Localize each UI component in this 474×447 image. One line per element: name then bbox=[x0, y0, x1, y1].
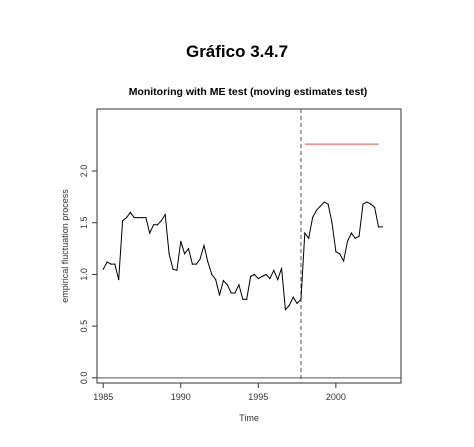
data-point bbox=[184, 253, 186, 255]
data-point bbox=[106, 261, 108, 263]
plot-frame bbox=[96, 108, 402, 384]
y-tick-label: 0.0 bbox=[79, 372, 89, 385]
data-point bbox=[226, 284, 228, 286]
data-point bbox=[129, 211, 131, 213]
x-axis-label: Time bbox=[239, 413, 259, 423]
data-point bbox=[277, 279, 279, 281]
data-point bbox=[374, 206, 376, 208]
data-point bbox=[319, 205, 321, 207]
data-point bbox=[249, 275, 252, 278]
data-point bbox=[230, 292, 232, 294]
data-point bbox=[114, 263, 116, 265]
data-point bbox=[141, 216, 143, 219]
data-point bbox=[300, 298, 302, 300]
x-tick-label: 1985 bbox=[93, 392, 113, 402]
series-points bbox=[102, 201, 383, 311]
data-point bbox=[296, 302, 298, 304]
y-tick-label: 1.0 bbox=[79, 268, 89, 281]
data-point bbox=[160, 220, 162, 222]
data-point bbox=[350, 232, 352, 234]
data-point bbox=[246, 298, 248, 300]
data-point bbox=[308, 237, 310, 239]
data-point bbox=[180, 240, 182, 242]
data-point bbox=[261, 275, 263, 278]
x-axis: 1985 1990 1995 2000 bbox=[93, 383, 346, 402]
data-point bbox=[218, 294, 221, 296]
data-point bbox=[195, 263, 197, 265]
y-tick-label: 2.0 bbox=[79, 165, 89, 178]
data-point bbox=[335, 251, 337, 253]
page-title: Gráfico 3.4.7 bbox=[185, 42, 289, 61]
data-point bbox=[234, 292, 236, 294]
y-tick-label: 0.5 bbox=[79, 320, 89, 333]
x-tick-label: 2000 bbox=[326, 392, 346, 402]
data-point bbox=[242, 298, 244, 300]
y-tick-label: 1.5 bbox=[79, 216, 89, 229]
data-point bbox=[366, 201, 368, 203]
data-point bbox=[311, 216, 314, 219]
series-line bbox=[102, 201, 383, 311]
data-point bbox=[354, 237, 356, 239]
data-point bbox=[253, 273, 256, 276]
y-axis: 0.0 0.5 1.0 1.5 2.0 bbox=[79, 165, 97, 384]
data-point bbox=[269, 277, 271, 280]
data-point bbox=[257, 277, 259, 280]
data-point bbox=[215, 279, 217, 281]
data-point bbox=[149, 232, 151, 234]
data-point bbox=[331, 222, 333, 224]
data-point bbox=[358, 235, 360, 237]
data-point bbox=[339, 253, 341, 255]
data-point bbox=[110, 263, 112, 265]
data-point bbox=[343, 260, 345, 262]
data-point bbox=[323, 201, 325, 203]
data-point bbox=[207, 261, 209, 263]
data-point bbox=[370, 203, 372, 205]
data-point bbox=[377, 226, 380, 228]
data-point bbox=[292, 296, 294, 298]
y-axis-label: empirical fluctuation process bbox=[60, 189, 70, 303]
data-point bbox=[203, 244, 205, 247]
data-point bbox=[133, 216, 135, 219]
data-point bbox=[156, 224, 159, 226]
data-point bbox=[137, 216, 139, 219]
data-point bbox=[362, 203, 364, 205]
data-point bbox=[164, 213, 166, 216]
data-point bbox=[191, 263, 193, 265]
x-tick-label: 1990 bbox=[171, 392, 191, 402]
data-point bbox=[280, 267, 283, 269]
data-point bbox=[187, 247, 190, 250]
data-point bbox=[304, 232, 306, 234]
data-point bbox=[288, 304, 290, 307]
data-point bbox=[176, 269, 178, 271]
data-point bbox=[315, 209, 318, 211]
data-point bbox=[172, 268, 174, 270]
data-point bbox=[199, 258, 201, 260]
data-point bbox=[168, 253, 170, 255]
data-point bbox=[145, 216, 147, 219]
data-point bbox=[381, 226, 383, 228]
data-point bbox=[102, 268, 104, 270]
data-point bbox=[153, 224, 155, 226]
data-point bbox=[238, 284, 240, 286]
data-point bbox=[284, 308, 287, 311]
data-point bbox=[346, 240, 349, 242]
data-point bbox=[265, 273, 267, 276]
data-point bbox=[327, 203, 329, 205]
plot-title: Monitoring with ME test (moving estimate… bbox=[129, 86, 368, 98]
data-point bbox=[121, 220, 124, 222]
data-point bbox=[211, 273, 213, 276]
data-point bbox=[125, 216, 128, 219]
data-point bbox=[273, 269, 275, 271]
x-tick-label: 1995 bbox=[248, 392, 268, 402]
data-point bbox=[222, 280, 225, 282]
data-point bbox=[118, 279, 120, 281]
